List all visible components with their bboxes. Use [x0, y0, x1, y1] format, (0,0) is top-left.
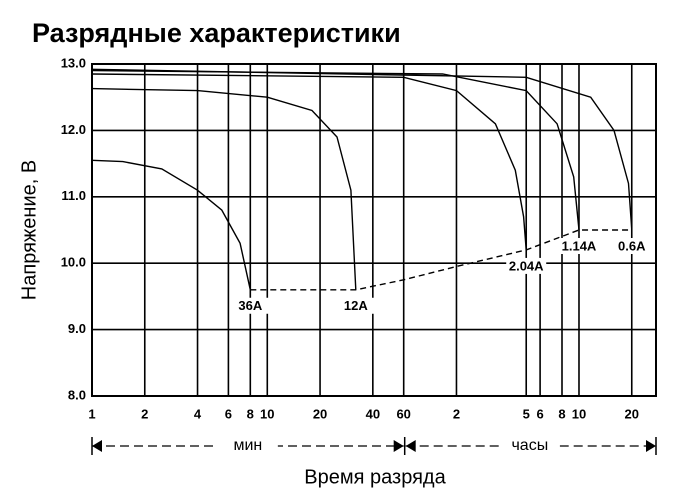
chart-title: Разрядные характеристики [32, 18, 401, 48]
curve-label-bg [611, 238, 652, 254]
x-tick-label: 40 [366, 406, 380, 421]
arrow-head [405, 440, 416, 452]
curve-label-bg [558, 238, 599, 254]
arrow-head [393, 440, 404, 452]
discharge-curve [91, 68, 633, 231]
arrow-head [92, 440, 102, 452]
curve-label-bg [230, 297, 271, 314]
discharge-curve [91, 87, 357, 290]
curve-label: 2.04A [509, 258, 544, 273]
curve-label: 1.14A [562, 238, 597, 253]
y-tick-label: 13.0 [61, 55, 86, 70]
discharge-curve [91, 69, 580, 231]
curve-label: 12A [344, 298, 368, 313]
span-label: мин [233, 437, 262, 454]
x-tick-label: 10 [572, 406, 586, 421]
plot-frame [91, 63, 657, 397]
x-tick-label: 1 [88, 406, 95, 421]
span-label: часы [511, 437, 548, 454]
y-axis-title: Напряжение, В [18, 160, 40, 300]
x-tick-label: 20 [313, 406, 327, 421]
arrow-head [646, 440, 656, 452]
x-tick-label: 10 [260, 406, 274, 421]
x-tick-label: 8 [558, 406, 565, 421]
y-tick-label: 8.0 [68, 387, 86, 402]
y-tick-label: 11.0 [61, 188, 86, 203]
x-tick-label: 2 [453, 406, 460, 421]
x-tick-label: 5 [523, 406, 530, 421]
curve-label-bg [335, 297, 376, 314]
x-tick-label: 6 [536, 406, 543, 421]
discharge-curve [91, 159, 251, 290]
x-tick-label: 20 [625, 406, 639, 421]
x-tick-label: 4 [194, 406, 202, 421]
x-tick-label: 60 [396, 406, 410, 421]
y-tick-label: 12.0 [61, 122, 86, 137]
curve-label-bg [506, 257, 547, 274]
span-label-bg [499, 436, 560, 456]
span-label-bg [217, 436, 278, 456]
x-tick-label: 8 [247, 406, 254, 421]
curve-label: 36A [238, 298, 262, 313]
y-tick-label: 9.0 [68, 321, 86, 336]
x-tick-label: 2 [141, 406, 148, 421]
y-tick-label: 10.0 [61, 255, 86, 270]
discharge-curve [91, 73, 527, 250]
x-axis-title: Время разряда [304, 466, 446, 488]
curve-label: 0.6A [618, 238, 646, 253]
x-tick-label: 6 [225, 406, 232, 421]
